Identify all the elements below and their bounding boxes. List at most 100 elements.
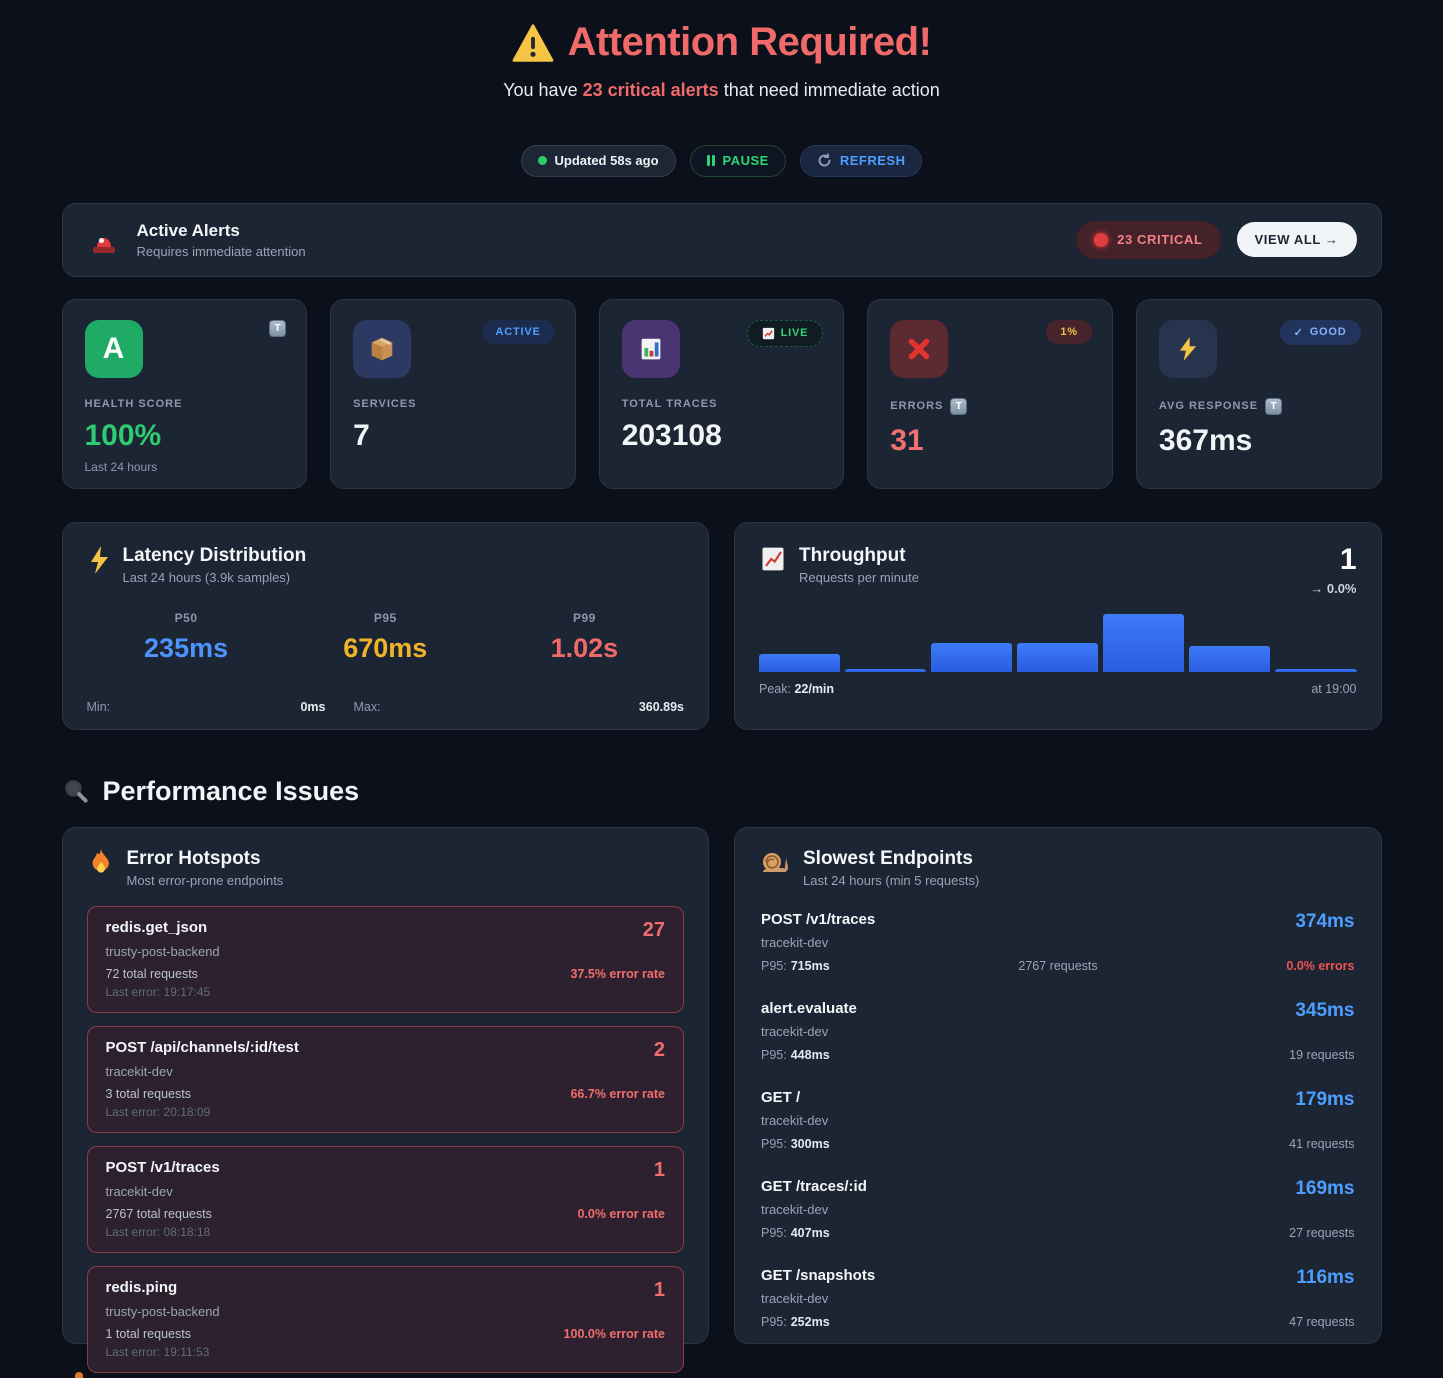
service-name: trusty-post-backend: [105, 1303, 220, 1319]
hotspot-item[interactable]: redis.ping 1 trusty-post-backend 1 total…: [86, 1265, 684, 1373]
error-hotspots-panel: Error Hotspots Most error-prone endpoint…: [61, 826, 709, 1373]
stat-period: Last 24 hours: [84, 459, 158, 474]
live-badge: LIVE: [746, 319, 824, 347]
controls-bar: Updated 58s ago PAUSE REFRESH: [62, 144, 1382, 177]
refresh-icon: [817, 153, 832, 168]
siren-icon: [87, 224, 121, 256]
good-badge: ✓ GOOD: [1279, 319, 1361, 345]
trend-value: → 0.0%: [1310, 580, 1357, 596]
error-rate: 100.0% error rate: [563, 1326, 665, 1341]
endpoint-name: POST /api/channels/:id/test: [105, 1038, 299, 1056]
endpoint-item[interactable]: GET /traces/:id 169ms tracekit-dev P95: …: [761, 1177, 1355, 1240]
next-section-cutoff: [75, 1372, 83, 1378]
stat-value: 203108: [621, 418, 722, 452]
service-name: tracekit-dev: [761, 1290, 829, 1306]
fire-icon: [87, 848, 115, 880]
pause-button[interactable]: PAUSE: [689, 144, 786, 177]
stat-value: 31: [890, 423, 924, 457]
endpoint-name: redis.ping: [105, 1278, 178, 1296]
error-count: 27: [642, 918, 665, 941]
magnifier-icon: [62, 777, 90, 805]
endpoint-item[interactable]: GET / 179ms tracekit-dev P95: 300ms 41 r…: [761, 1088, 1355, 1151]
stats-grid: A T HEALTH SCORE 100% Last 24 hours ACTI…: [61, 298, 1382, 489]
min-max-row: Min: 0ms Max: 360.89s: [87, 700, 685, 714]
error-count: 2: [653, 1038, 665, 1061]
max-label: Max:: [353, 699, 381, 714]
stat-card-health-score[interactable]: A T HEALTH SCORE 100% Last 24 hours: [61, 298, 308, 489]
hotspot-item[interactable]: redis.get_json 27 trusty-post-backend 72…: [86, 905, 684, 1013]
view-all-button[interactable]: VIEW ALL →: [1236, 222, 1357, 257]
panel-subtitle: Most error-prone endpoints: [126, 872, 284, 888]
endpoint-name: redis.get_json: [105, 918, 208, 936]
panel-title: Throughput: [799, 544, 906, 566]
chart-increasing-icon: [759, 545, 787, 573]
error-rate: 0.0% error rate: [577, 1206, 665, 1221]
service-name: tracekit-dev: [761, 934, 829, 950]
service-name: tracekit-dev: [105, 1063, 173, 1079]
stat-card-avg-response[interactable]: ✓ GOOD AVG RESPONSE T 367ms: [1135, 298, 1382, 489]
panel-subtitle: Last 24 hours (min 5 requests): [803, 872, 980, 888]
performance-issues-heading: Performance Issues: [62, 776, 1382, 807]
endpoint-name: POST /v1/traces: [761, 910, 876, 928]
hotspot-item[interactable]: POST /v1/traces 1 tracekit-dev 2767 tota…: [86, 1145, 684, 1253]
p95-value: 407ms: [790, 1225, 830, 1240]
request-count: 47 requests: [1289, 1314, 1355, 1329]
alert-dot-icon: [1094, 232, 1109, 247]
charts-row: Latency Distribution Last 24 hours (3.9k…: [61, 521, 1382, 730]
stat-card-total-traces[interactable]: LIVE TOTAL TRACES 203108: [598, 298, 845, 489]
endpoint-name: alert.evaluate: [761, 999, 857, 1017]
endpoint-item[interactable]: GET /snapshots 116ms tracekit-dev P95: 2…: [761, 1266, 1355, 1329]
error-rate: 37.5% error rate: [570, 966, 665, 981]
service-name: tracekit-dev: [761, 1112, 829, 1128]
current-rate-value: 1: [1339, 542, 1357, 576]
stat-card-errors[interactable]: 1% ERRORS T 31: [867, 298, 1113, 489]
throughput-bar: [1103, 613, 1185, 672]
request-count: 41 requests: [1289, 1136, 1355, 1151]
refresh-button[interactable]: REFRESH: [799, 144, 923, 177]
bar-chart-icon: [621, 319, 680, 378]
endpoint-list: POST /v1/traces 374ms tracekit-dev P95: …: [759, 898, 1357, 1343]
warning-icon: [512, 23, 554, 63]
updated-status-chip: Updated 58s ago: [520, 144, 676, 177]
last-error-time: Last error: 08:18:18: [105, 1224, 211, 1239]
panel-title: Slowest Endpoints: [803, 847, 973, 869]
alerts-subtitle: Requires immediate attention: [136, 243, 306, 259]
throughput-bar: [931, 642, 1013, 672]
stat-label: AVG RESPONSE: [1158, 400, 1259, 412]
service-name: tracekit-dev: [105, 1183, 173, 1199]
error-count: 1: [653, 1158, 665, 1181]
stat-label: HEALTH SCORE: [84, 397, 183, 410]
p95-value: 670ms: [343, 632, 428, 663]
min-label: Min:: [86, 699, 111, 714]
hotspot-item[interactable]: POST /api/channels/:id/test 2 tracekit-d…: [86, 1025, 684, 1133]
cross-mark-icon: [890, 319, 949, 378]
issues-row: Error Hotspots Most error-prone endpoint…: [61, 826, 1382, 1373]
duration-value: 374ms: [1295, 910, 1355, 932]
page-title: Attention Required!: [567, 20, 932, 64]
request-count: 2767 total requests: [105, 1206, 212, 1221]
page-subtitle: You have 23 critical alerts that need im…: [503, 79, 940, 100]
p95-value: 715ms: [790, 958, 830, 973]
service-name: trusty-post-backend: [105, 943, 220, 959]
stat-card-services[interactable]: ACTIVE SERVICES 7: [330, 298, 576, 489]
throughput-bar: [845, 668, 927, 672]
throughput-bar: [1017, 642, 1099, 672]
p99-value: 1.02s: [550, 632, 619, 663]
error-count: 1: [653, 1278, 665, 1301]
p99-label: P99: [572, 610, 596, 625]
p95-value: 252ms: [790, 1314, 830, 1329]
last-error-time: Last error: 19:17:45: [105, 984, 211, 999]
endpoint-item[interactable]: alert.evaluate 345ms tracekit-dev P95: 4…: [761, 999, 1355, 1062]
endpoint-name: GET /traces/:id: [761, 1177, 867, 1195]
lightning-icon: [1158, 319, 1217, 378]
error-rate: 66.7% error rate: [570, 1086, 665, 1101]
live-dot-icon: [537, 156, 547, 165]
alerts-title: Active Alerts: [136, 220, 240, 240]
critical-count-badge: 23 CRITICAL: [1076, 220, 1221, 259]
throughput-bar: [1189, 645, 1271, 672]
panel-title: Error Hotspots: [126, 847, 261, 869]
endpoint-item[interactable]: POST /v1/traces 374ms tracekit-dev P95: …: [761, 910, 1355, 973]
chart-up-icon: [762, 327, 775, 340]
error-rate-badge: 1%: [1046, 319, 1092, 344]
stat-label: SERVICES: [353, 397, 417, 410]
